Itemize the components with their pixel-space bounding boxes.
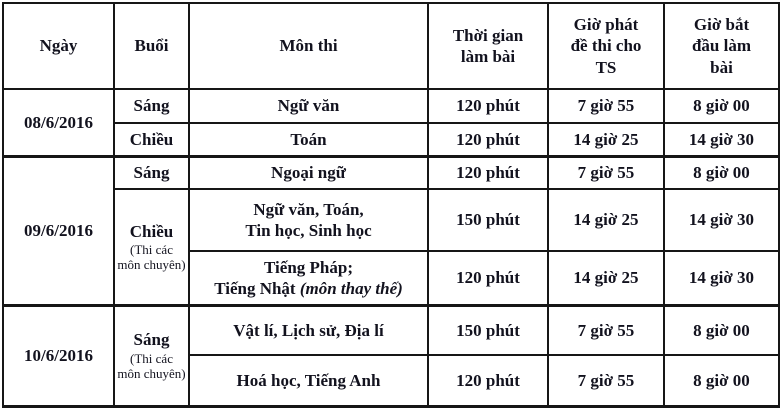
session-note: (Thi các môn chuyên) (117, 241, 186, 272)
header-handout-time: Giờ phát đề thi cho TS (547, 2, 665, 90)
date-cell: 10/6/2016 (2, 303, 115, 407)
session-label: Chiều (129, 221, 174, 241)
start-cell: 8 giờ 00 (663, 154, 780, 190)
duration-cell: 120 phút (427, 88, 549, 124)
handout-cell: 14 giờ 25 (547, 122, 665, 157)
start-cell: 8 giờ 00 (663, 88, 780, 124)
date-cell: 08/6/2016 (2, 88, 115, 157)
duration-cell: 120 phút (427, 354, 549, 407)
table-row: Tiếng Pháp; Tiếng Nhật (môn thay thế) 12… (3, 250, 780, 306)
table-row: 10/6/2016 Sáng (Thi các môn chuyên) Vật … (2, 303, 780, 407)
table-row: Chiều (Thi các môn chuyên) Ngữ văn, Toán… (3, 188, 780, 306)
session-cell: Chiều (113, 122, 190, 157)
start-cell: 8 giờ 00 (663, 354, 780, 407)
start-cell: 14 giờ 30 (663, 250, 780, 306)
header-subject: Môn thi (188, 2, 429, 90)
table-row: Chiều Toán 120 phút 14 giờ 25 14 giờ 30 (3, 122, 780, 157)
subject-cell: Ngữ văn (188, 88, 429, 124)
header-start-time: Giờ bắt đầu làm bài (663, 2, 780, 90)
handout-cell: 7 giờ 55 (547, 354, 665, 407)
duration-cell: 150 phút (427, 188, 549, 252)
duration-cell: 120 phút (427, 250, 549, 306)
handout-cell: 14 giờ 25 (547, 188, 665, 252)
session-label: Sáng (133, 330, 170, 350)
duration-cell: 120 phút (427, 122, 549, 157)
session-cell: Sáng (113, 88, 190, 124)
table-row: 09/6/2016 Sáng Ngoại ngữ 120 phút 7 giờ … (2, 154, 780, 306)
handout-cell: 14 giờ 25 (547, 250, 665, 306)
header-duration: Thời gian làm bài (427, 2, 549, 90)
subject-cell: Ngữ văn, Toán, Tin học, Sinh học (188, 188, 429, 252)
session-cell: Chiều (Thi các môn chuyên) (113, 188, 190, 306)
subject-cell: Toán (188, 122, 429, 157)
handout-cell: 7 giờ 55 (547, 303, 665, 356)
subject-note: (môn thay thế) (299, 278, 403, 298)
handout-cell: 7 giờ 55 (547, 88, 665, 124)
subject-cell: Hoá học, Tiếng Anh (188, 354, 429, 407)
subject-line1: Tiếng Pháp; (264, 257, 353, 277)
session-cell: Sáng (113, 154, 190, 190)
handout-cell: 7 giờ 55 (547, 154, 665, 190)
start-cell: 8 giờ 00 (663, 303, 780, 356)
subject-cell: Vật lí, Lịch sử, Địa lí (188, 303, 429, 356)
table-row: 08/6/2016 Sáng Ngữ văn 120 phút 7 giờ 55… (2, 88, 780, 157)
start-cell: 14 giờ 30 (663, 188, 780, 252)
session-note: (Thi các môn chuyên) (117, 350, 186, 381)
table-row: Hoá học, Tiếng Anh 120 phút 7 giờ 55 8 g… (3, 354, 780, 407)
duration-cell: 150 phút (427, 303, 549, 356)
subject-cell: Tiếng Pháp; Tiếng Nhật (môn thay thế) (188, 250, 429, 306)
duration-cell: 120 phút (427, 154, 549, 190)
start-cell: 14 giờ 30 (663, 122, 780, 157)
date-cell: 09/6/2016 (2, 154, 115, 306)
session-cell: Sáng (Thi các môn chuyên) (113, 303, 190, 407)
subject-cell: Ngoại ngữ (188, 154, 429, 190)
header-row: Ngày Buổi Môn thi Thời gian làm bài Giờ … (2, 2, 780, 90)
header-date: Ngày (2, 2, 115, 90)
subject-line2: Tiếng Nhật (214, 278, 300, 298)
header-session: Buổi (113, 2, 190, 90)
